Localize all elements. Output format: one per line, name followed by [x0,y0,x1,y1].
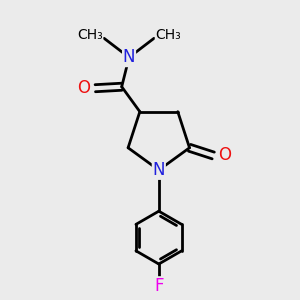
Text: CH₃: CH₃ [155,28,181,42]
Text: O: O [77,79,90,97]
Text: CH₃: CH₃ [77,28,103,42]
Text: F: F [154,277,164,295]
Text: O: O [218,146,231,164]
Text: N: N [153,161,165,179]
Text: N: N [123,48,135,66]
